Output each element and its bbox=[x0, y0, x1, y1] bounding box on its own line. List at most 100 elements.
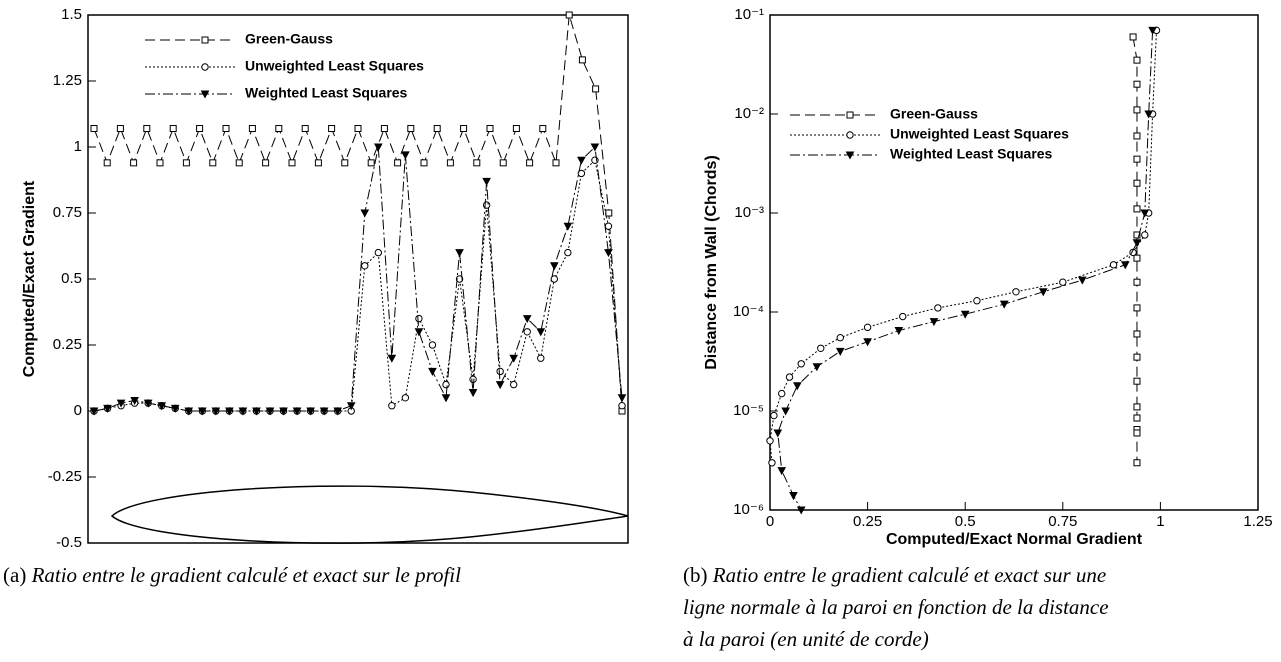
marker bbox=[235, 159, 243, 167]
marker bbox=[414, 328, 424, 337]
marker bbox=[90, 125, 98, 133]
marker bbox=[394, 159, 402, 167]
marker bbox=[468, 389, 478, 398]
legend-marker bbox=[846, 131, 854, 139]
marker bbox=[441, 394, 451, 403]
marker bbox=[373, 143, 383, 152]
series-line bbox=[93, 159, 623, 412]
marker bbox=[1133, 377, 1141, 385]
y-tick-label: 10⁻² bbox=[734, 105, 764, 122]
marker bbox=[196, 125, 204, 133]
marker bbox=[433, 125, 441, 133]
marker bbox=[604, 222, 613, 230]
marker bbox=[590, 143, 600, 152]
marker bbox=[401, 394, 410, 402]
marker bbox=[252, 407, 261, 416]
marker bbox=[341, 159, 349, 167]
marker bbox=[605, 209, 613, 217]
marker bbox=[89, 407, 99, 416]
marker bbox=[934, 304, 942, 312]
marker bbox=[116, 399, 126, 408]
marker bbox=[496, 367, 504, 376]
y-tick-label: 10⁻⁵ bbox=[733, 402, 764, 419]
legend-label: Unweighted Least Squares bbox=[245, 58, 424, 74]
marker bbox=[262, 159, 270, 167]
marker bbox=[1133, 429, 1141, 437]
x-tick-label: 1.25 bbox=[1243, 513, 1272, 530]
marker bbox=[169, 125, 177, 133]
marker bbox=[797, 360, 805, 368]
x-tick-label: 1 bbox=[1156, 513, 1164, 530]
y-tick-label: 10⁻¹ bbox=[734, 6, 764, 23]
x-axis-label: Computed/Exact Normal Gradient bbox=[886, 531, 1143, 548]
marker bbox=[550, 275, 559, 283]
marker bbox=[565, 11, 573, 19]
marker bbox=[143, 399, 153, 408]
y-tick-label: 10⁻⁴ bbox=[733, 303, 764, 320]
marker bbox=[526, 159, 534, 167]
marker bbox=[428, 367, 437, 376]
marker bbox=[960, 310, 970, 319]
marker bbox=[564, 248, 572, 257]
marker bbox=[1133, 353, 1141, 361]
marker bbox=[184, 407, 194, 416]
marker bbox=[415, 314, 423, 323]
marker bbox=[486, 125, 494, 133]
marker bbox=[301, 125, 309, 133]
marker bbox=[1133, 414, 1141, 422]
marker bbox=[103, 404, 112, 413]
caption-text: Ratio entre le gradient calculé et exact… bbox=[712, 563, 1106, 587]
y-axis-label: Distance from Wall (Chords) bbox=[703, 155, 720, 370]
y-tick-label: 10⁻³ bbox=[734, 204, 764, 221]
marker bbox=[211, 407, 221, 416]
series-line bbox=[93, 14, 623, 412]
legend-label: Weighted Least Squares bbox=[245, 85, 408, 101]
caption-text: ligne normale à la paroi en fonction de … bbox=[683, 595, 1109, 619]
marker bbox=[103, 159, 111, 167]
marker bbox=[835, 347, 845, 356]
marker bbox=[499, 159, 507, 167]
marker bbox=[618, 402, 626, 410]
marker bbox=[442, 380, 450, 389]
marker bbox=[222, 125, 230, 133]
marker bbox=[1120, 261, 1130, 270]
marker bbox=[288, 159, 296, 167]
caption-b: (b) Ratio entre le gradient calculé et e… bbox=[683, 563, 1106, 587]
marker bbox=[1133, 278, 1141, 286]
marker bbox=[509, 354, 519, 363]
marker bbox=[537, 354, 545, 362]
marker bbox=[796, 506, 806, 515]
caption-label: (a) bbox=[3, 563, 26, 587]
marker bbox=[346, 402, 356, 411]
marker bbox=[785, 373, 794, 381]
y-tick-label: 1 bbox=[74, 138, 82, 155]
legend-label: Unweighted Least Squares bbox=[890, 126, 1069, 142]
marker bbox=[1140, 209, 1150, 218]
marker bbox=[781, 407, 790, 416]
marker bbox=[1133, 254, 1141, 262]
marker bbox=[522, 315, 532, 324]
marker bbox=[1133, 56, 1141, 64]
marker bbox=[469, 375, 477, 384]
caption-label: (b) bbox=[683, 563, 708, 587]
marker bbox=[778, 389, 786, 398]
legend-marker bbox=[201, 36, 209, 44]
marker bbox=[238, 407, 248, 416]
legend-marker bbox=[846, 111, 854, 119]
legend-label: Green-Gauss bbox=[245, 31, 333, 47]
marker bbox=[539, 125, 547, 133]
marker bbox=[473, 159, 481, 167]
marker bbox=[899, 312, 907, 321]
y-tick-label: 0.75 bbox=[53, 204, 82, 221]
y-tick-label: 1.25 bbox=[53, 72, 82, 89]
legend-label: Weighted Least Squares bbox=[890, 146, 1053, 162]
x-tick-label: 0.25 bbox=[853, 513, 882, 530]
marker bbox=[1133, 155, 1141, 163]
legend-marker bbox=[200, 90, 210, 99]
marker bbox=[1077, 276, 1087, 285]
plot-frame bbox=[769, 14, 1259, 511]
marker bbox=[182, 159, 190, 167]
series-line bbox=[777, 30, 1154, 511]
y-axis-label: Computed/Exact Gradient bbox=[21, 180, 38, 377]
